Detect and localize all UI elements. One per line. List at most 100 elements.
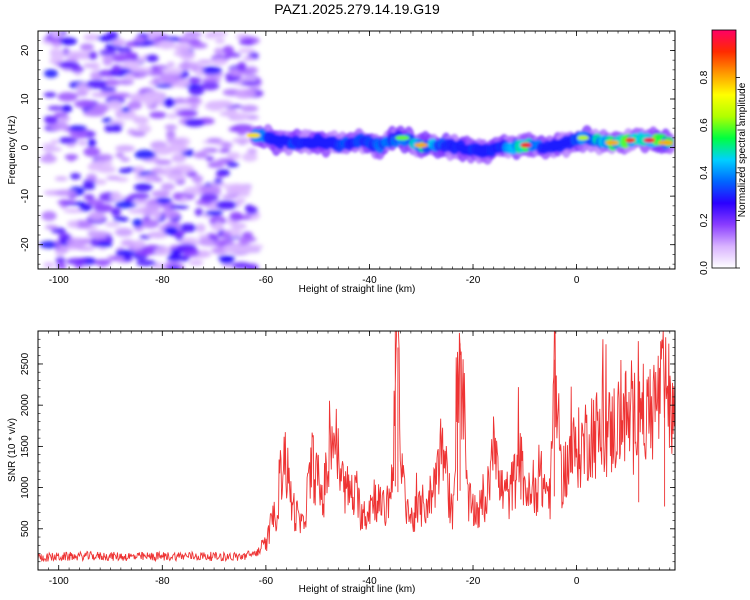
spectrogram-noise-cell xyxy=(213,221,223,230)
colorbar-label: Normalized spectral amplitude xyxy=(737,82,748,217)
spectrogram-xlabel: Height of straight line (km) xyxy=(299,284,416,295)
spectrogram-noise-cell xyxy=(200,81,220,91)
spectrogram-noise-cell xyxy=(209,215,227,226)
spectrogram-noise-cell xyxy=(239,40,255,46)
spectrogram-noise-cell xyxy=(190,42,208,49)
snr-ytick-label: 1500 xyxy=(20,435,31,458)
spectrogram-noise-cell xyxy=(166,113,178,119)
spectrogram-noise-cell xyxy=(133,183,153,192)
spectrogram-noise-cell xyxy=(205,156,215,162)
spectrogram-noise-cell xyxy=(174,43,192,52)
spectrogram-noise-cell xyxy=(215,173,227,178)
spectrogram-noise-cell xyxy=(147,231,168,239)
spectrogram-noise-cell xyxy=(156,197,172,204)
spectrogram-noise-cell xyxy=(135,259,157,267)
spectrogram-noise-cell xyxy=(230,112,250,120)
spectrogram-noise-cell xyxy=(83,63,96,69)
spectrogram-noise-cell xyxy=(152,77,162,83)
spectrogram-noise-cell xyxy=(197,238,215,246)
spectrogram-noise-cell xyxy=(215,37,225,44)
figure-title: PAZ1.2025.279.14.19.G19 xyxy=(274,1,440,17)
spectrogram-noise-cell xyxy=(65,50,87,56)
spectrogram-noise-cell xyxy=(43,262,56,268)
spectrogram-noise-cell xyxy=(58,116,71,122)
spectrogram-noise-cell xyxy=(41,210,57,221)
snr-frame xyxy=(37,330,676,571)
spectrogram-noise-cell xyxy=(241,231,253,239)
spectrogram-noise-cell xyxy=(55,250,65,257)
spectrogram-xtick-label: -80 xyxy=(155,275,170,286)
spectrogram-noise-cell xyxy=(222,256,233,262)
spectrogram-noise-cell xyxy=(57,92,78,102)
spectrogram-noise-cell xyxy=(197,234,210,239)
spectrogram-noise-cell xyxy=(94,179,107,185)
spectrogram-signal-track xyxy=(247,123,675,165)
spectrogram-noise-cell xyxy=(118,168,132,174)
spectrogram-noise-cell xyxy=(68,125,87,132)
spectrogram-track-peak xyxy=(520,142,532,148)
spectrogram-noise-cell xyxy=(235,198,246,204)
spectrogram-noise-cell xyxy=(134,149,156,160)
spectrogram-noise-cell xyxy=(105,31,119,41)
spectrogram-noise-cell xyxy=(204,33,217,40)
spectrogram-noise-cell xyxy=(199,185,221,194)
spectrogram-noise-cell xyxy=(69,172,81,180)
colorbar-tick-label: 0.8 xyxy=(699,70,710,84)
spectrogram-noise-cell xyxy=(163,226,179,236)
spectrogram-noise-cell xyxy=(188,260,204,266)
snr-xtick-label: 0 xyxy=(574,576,580,587)
spectrogram-noise-cell xyxy=(86,173,97,181)
spectrogram-ytick-label: -20 xyxy=(20,237,31,252)
spectrogram-noise-cell xyxy=(176,243,197,252)
spectrogram-noise-cell xyxy=(142,216,151,221)
spectrogram-noise-cell xyxy=(54,176,68,182)
spectrogram-noise-cell xyxy=(47,105,64,111)
spectrogram-noise-cell xyxy=(229,211,243,222)
spectrogram-noise-cell xyxy=(188,76,202,85)
snr-ytick-label: 2500 xyxy=(20,352,31,375)
spectrogram-noise-cell xyxy=(179,50,196,61)
spectrogram-noise-cell xyxy=(110,207,122,217)
spectrogram-noise-cell xyxy=(164,124,178,131)
colorbar-tick-label: 0.6 xyxy=(699,118,710,132)
spectrogram-noise-cell xyxy=(120,157,131,162)
spectrogram-noise-cell xyxy=(201,77,222,83)
spectrogram-noise-cell xyxy=(79,43,95,51)
snr-ylabel: SNR (10 * v/v) xyxy=(7,418,18,482)
spectrogram-track-peak xyxy=(658,140,673,146)
spectrogram-noise-cell xyxy=(239,237,250,245)
spectrogram-noise-cell xyxy=(87,138,97,147)
spectrogram-noise-cell xyxy=(88,51,98,60)
spectrogram-noise-cell xyxy=(133,116,149,125)
spectrogram-xtick-label: -100 xyxy=(49,275,69,286)
spectrogram-noise-cell xyxy=(43,92,57,98)
spectrogram-noise-cell xyxy=(66,237,87,248)
spectrogram-noise-cell xyxy=(237,61,247,72)
spectrogram-noise-cell xyxy=(100,87,117,92)
spectrogram-noise-cell xyxy=(242,244,260,253)
spectrogram-frame xyxy=(37,30,676,270)
spectrogram-noise-cell xyxy=(218,148,231,153)
snr-ytick-label: 500 xyxy=(20,520,31,537)
colorbar-bar xyxy=(711,29,737,269)
spectrogram-noise-cell xyxy=(184,118,205,127)
spectrogram-noise-cell xyxy=(234,88,257,98)
colorbar: 0.0 0.2 0.4 0.6 0.8 Normalized spectral ampl… xyxy=(699,29,748,275)
spectrogram-noise-cell xyxy=(83,147,101,157)
spectrogram-noise-cell xyxy=(211,58,228,66)
spectrogram-noise-cell xyxy=(44,224,58,230)
spectrogram-noise-cell xyxy=(163,97,176,108)
spectrogram-noise-cell xyxy=(166,61,175,68)
spectrogram-noise-cell xyxy=(56,263,67,269)
spectrogram-noise-cell xyxy=(186,96,201,104)
spectrogram-noise-cell xyxy=(154,83,174,88)
spectrogram-noise-cell xyxy=(158,39,176,50)
spectrogram-noise-cell xyxy=(149,111,167,119)
spectrogram-noise-cell xyxy=(42,142,56,148)
spectrogram-noise-cell xyxy=(131,199,151,205)
spectrogram-noise-cell xyxy=(159,73,181,84)
spectrogram-noise-cell xyxy=(143,90,164,101)
snr-xtick-label: -80 xyxy=(155,576,170,587)
spectrogram-noise-cell xyxy=(39,154,57,164)
spectrogram-noise-cell xyxy=(115,249,136,257)
